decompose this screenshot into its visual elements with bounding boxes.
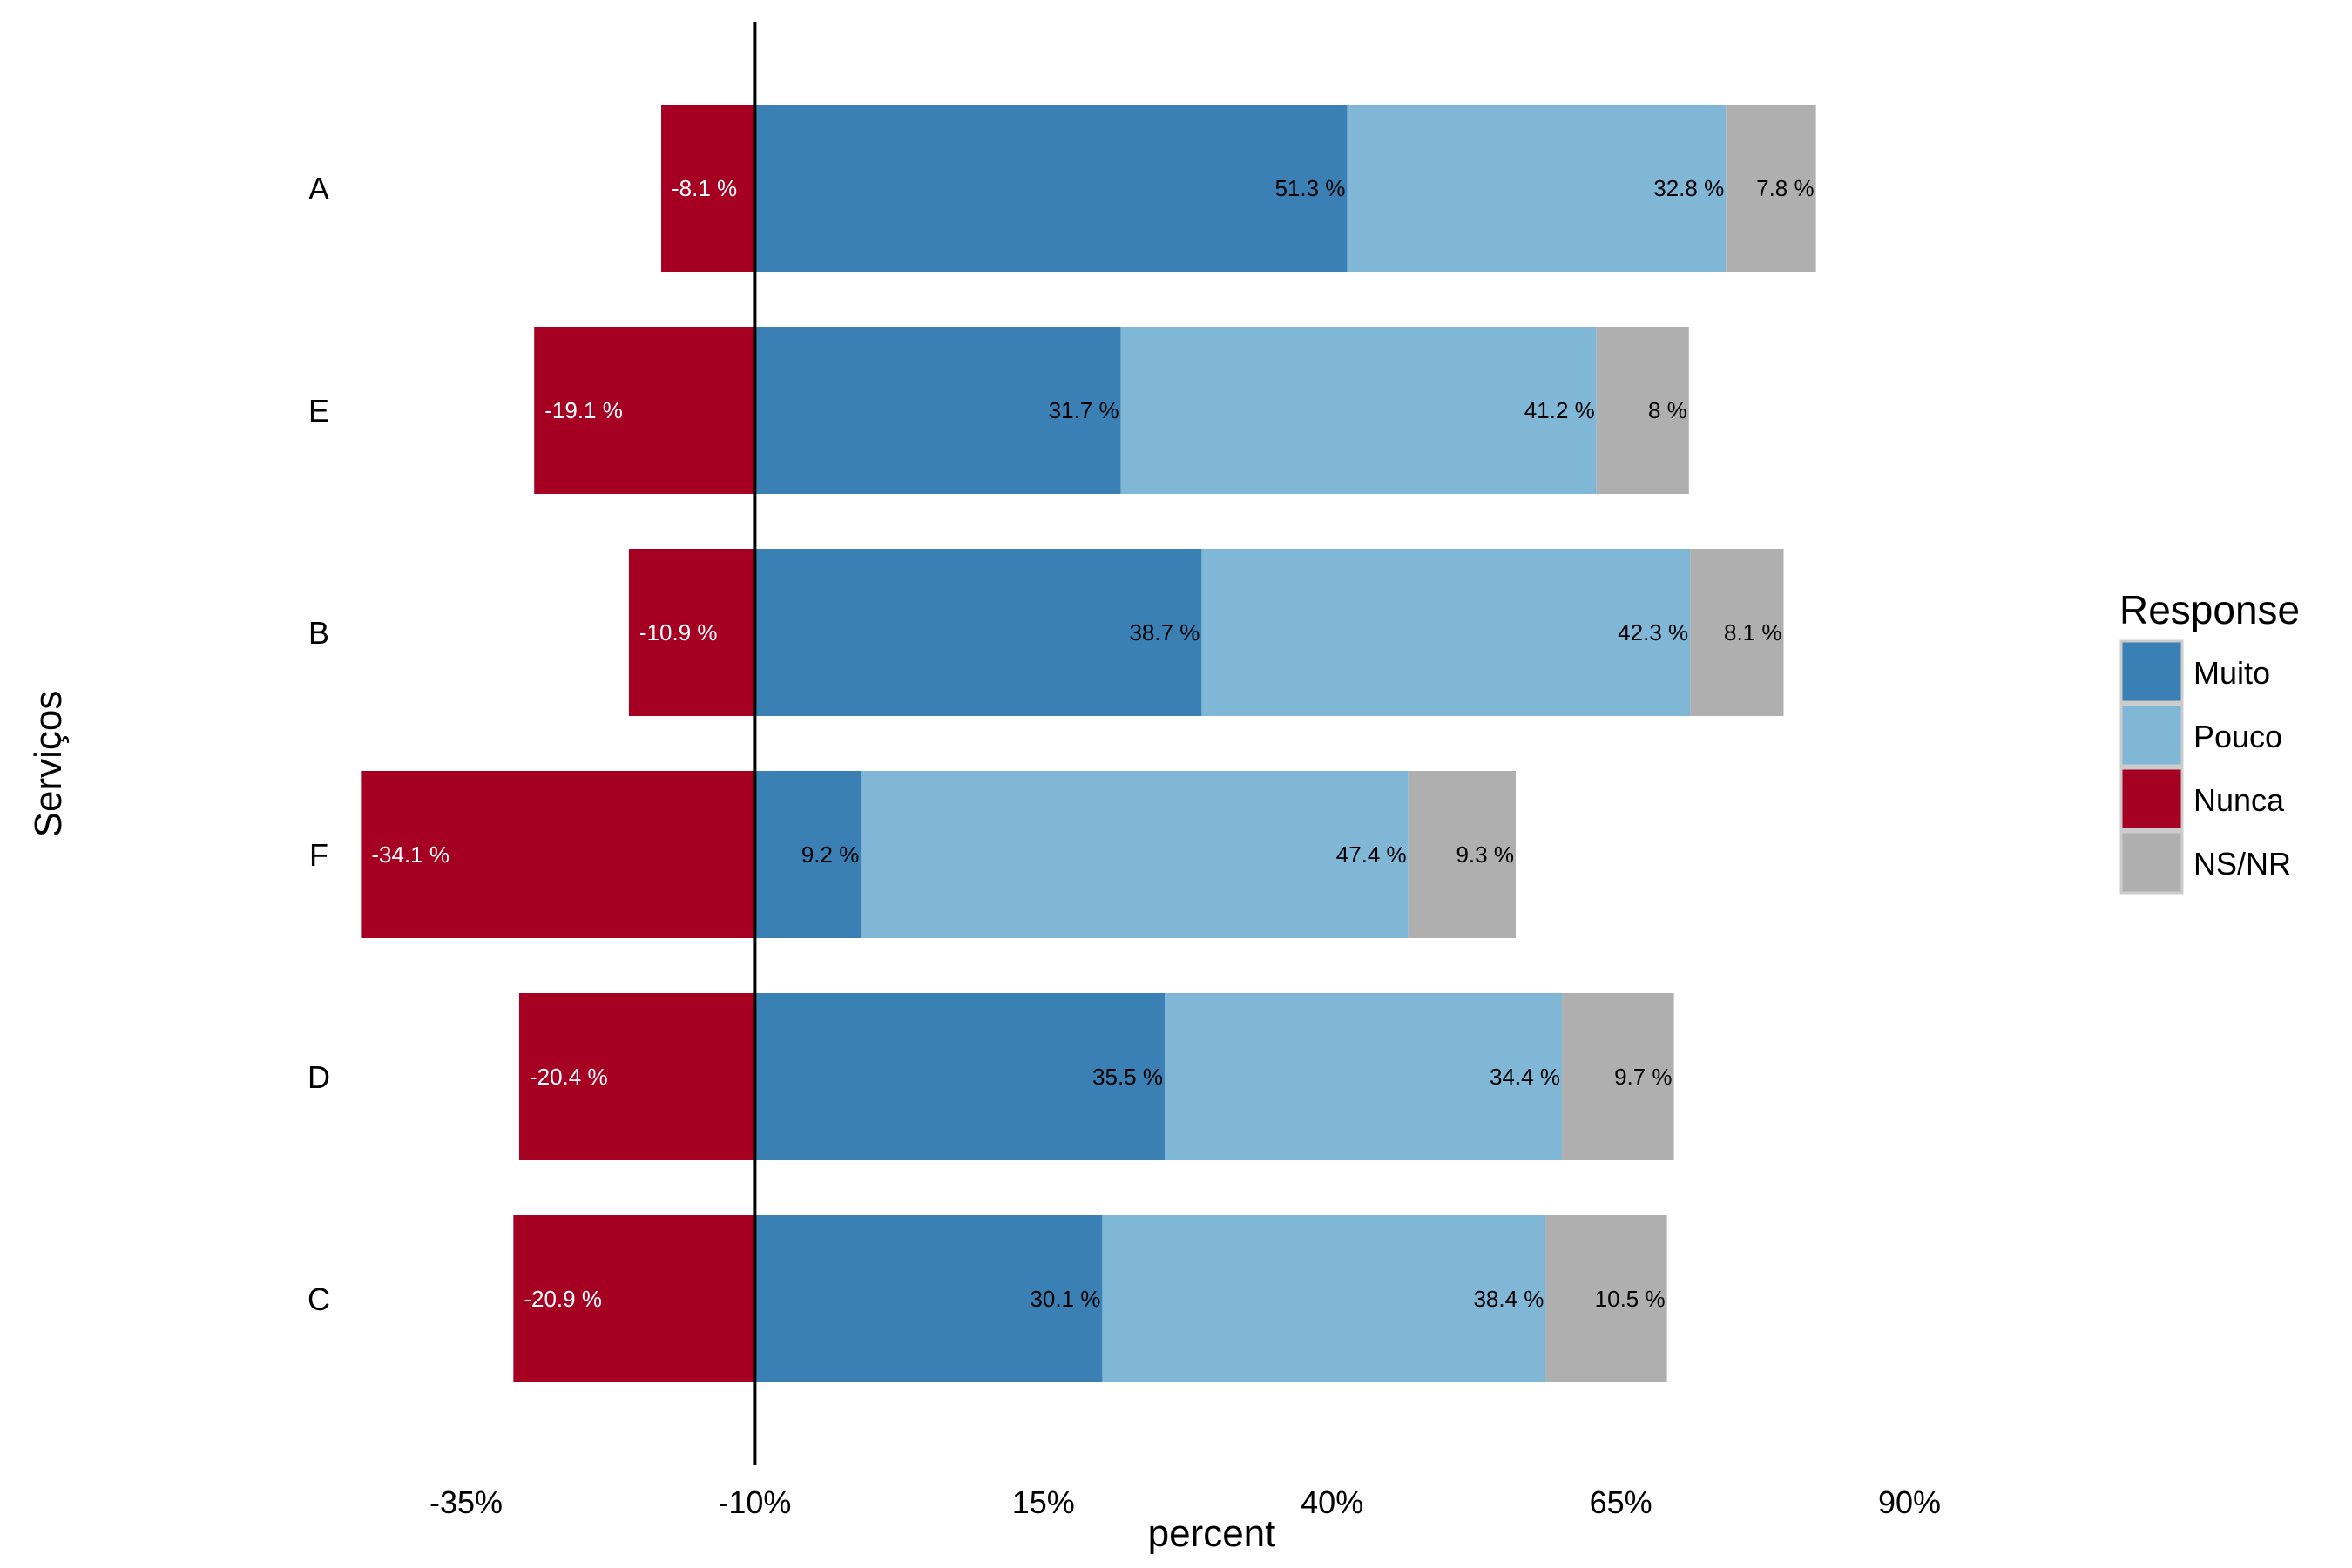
bar-nunca-a — [661, 105, 755, 272]
bar-pouco-f — [861, 771, 1409, 938]
data-label-nunca-f: -34.1 % — [371, 841, 449, 868]
bar-muito-c — [754, 1215, 1103, 1382]
x-tick-label-4: 65% — [1590, 1484, 1652, 1520]
data-label-muito-b: 38.7 % — [1129, 619, 1200, 645]
legend-key-nunca — [2119, 767, 2184, 831]
bar-ns-nr-f — [1408, 771, 1516, 938]
bar-ns-nr-c — [1545, 1215, 1667, 1382]
bar-nunca-f — [361, 771, 755, 938]
bar-ns-nr-e — [1596, 327, 1689, 494]
bar-ns-nr-a — [1726, 105, 1816, 272]
data-label-nunca-c: -20.9 % — [524, 1286, 602, 1312]
x-axis-title: percent — [1148, 1512, 1276, 1555]
bar-muito-f — [754, 771, 862, 938]
bar-nunca-d — [518, 993, 755, 1160]
bar-muito-e — [754, 327, 1121, 494]
legend: Response Muito Pouco Nunca NS/NR — [2119, 587, 2300, 895]
x-tick-label-0: -35% — [429, 1484, 503, 1520]
y-axis-title: Serviços — [27, 691, 70, 838]
y-tick-label-d: D — [308, 1059, 330, 1095]
bar-muito-d — [754, 993, 1165, 1160]
bar-ns-nr-b — [1690, 549, 1784, 716]
data-label-muito-c: 30.1 % — [1030, 1286, 1100, 1312]
y-tick-label-c: C — [308, 1281, 330, 1317]
bar-pouco-e — [1120, 327, 1597, 494]
data-label-ns-nr-d: 9.7 % — [1614, 1064, 1673, 1090]
data-label-ns-nr-f: 9.3 % — [1456, 841, 1514, 868]
y-tick-label-a: A — [308, 171, 329, 206]
y-tick-labels: A E B F D C — [308, 171, 330, 1317]
data-label-pouco-c: 38.4 % — [1473, 1286, 1544, 1312]
data-label-nunca-e: -19.1 % — [544, 397, 623, 423]
data-label-ns-nr-e: 8 % — [1648, 397, 1687, 423]
x-tick-labels: -35% -10% 15% 40% 65% 90% — [429, 1484, 1941, 1520]
data-label-ns-nr-a: 7.8 % — [1756, 175, 1815, 201]
data-label-pouco-e: 41.2 % — [1524, 397, 1595, 423]
bar-pouco-c — [1102, 1215, 1546, 1382]
data-label-nunca-b: -10.9 % — [639, 619, 718, 645]
legend-title: Response — [2119, 587, 2300, 632]
x-tick-label-5: 90% — [1878, 1484, 1941, 1520]
x-tick-label-1: -10% — [718, 1484, 791, 1520]
x-tick-label-2: 15% — [1012, 1484, 1075, 1520]
bar-pouco-a — [1347, 105, 1727, 272]
bar-muito-b — [754, 549, 1202, 716]
bar-pouco-d — [1164, 993, 1562, 1160]
legend-key-pouco — [2119, 703, 2184, 767]
legend-key-muito — [2119, 639, 2184, 704]
bar-muito-a — [754, 105, 1348, 272]
bar-ns-nr-d — [1561, 993, 1674, 1160]
bar-nunca-c — [513, 1215, 755, 1382]
legend-label-muito: Muito — [2193, 655, 2270, 691]
data-label-nunca-a: -8.1 % — [672, 175, 737, 201]
legend-label-ns-nr: NS/NR — [2193, 846, 2291, 882]
legend-label-pouco: Pouco — [2193, 719, 2282, 754]
y-tick-label-f: F — [309, 837, 328, 873]
data-label-pouco-d: 34.4 % — [1490, 1064, 1560, 1090]
legend-items: Muito Pouco Nunca NS/NR — [2119, 639, 2291, 895]
data-label-muito-d: 35.5 % — [1092, 1064, 1163, 1090]
y-tick-label-b: B — [308, 615, 329, 651]
data-label-pouco-a: 32.8 % — [1653, 175, 1724, 201]
data-labels-layer: -8.1 % 51.3 % 32.8 % 7.8 % -19.1 % 31.7 % 41.2… — [371, 175, 1814, 1312]
bar-pouco-b — [1201, 549, 1691, 716]
data-label-muito-f: 9.2 % — [801, 841, 860, 868]
data-label-muito-e: 31.7 % — [1049, 397, 1119, 423]
bar-nunca-e — [534, 327, 755, 494]
data-label-ns-nr-b: 8.1 % — [1724, 619, 1782, 645]
bars-layer — [361, 105, 1816, 1382]
legend-key-ns-nr — [2119, 830, 2184, 895]
bar-nunca-b — [628, 549, 755, 716]
y-tick-label-e: E — [308, 393, 329, 429]
data-label-nunca-d: -20.4 % — [530, 1064, 608, 1090]
data-label-pouco-b: 42.3 % — [1618, 619, 1688, 645]
data-label-pouco-f: 47.4 % — [1336, 841, 1407, 868]
x-tick-label-3: 40% — [1301, 1484, 1363, 1520]
data-label-ns-nr-c: 10.5 % — [1595, 1286, 1666, 1312]
data-label-muito-a: 51.3 % — [1274, 175, 1345, 201]
legend-label-nunca: Nunca — [2193, 782, 2285, 818]
